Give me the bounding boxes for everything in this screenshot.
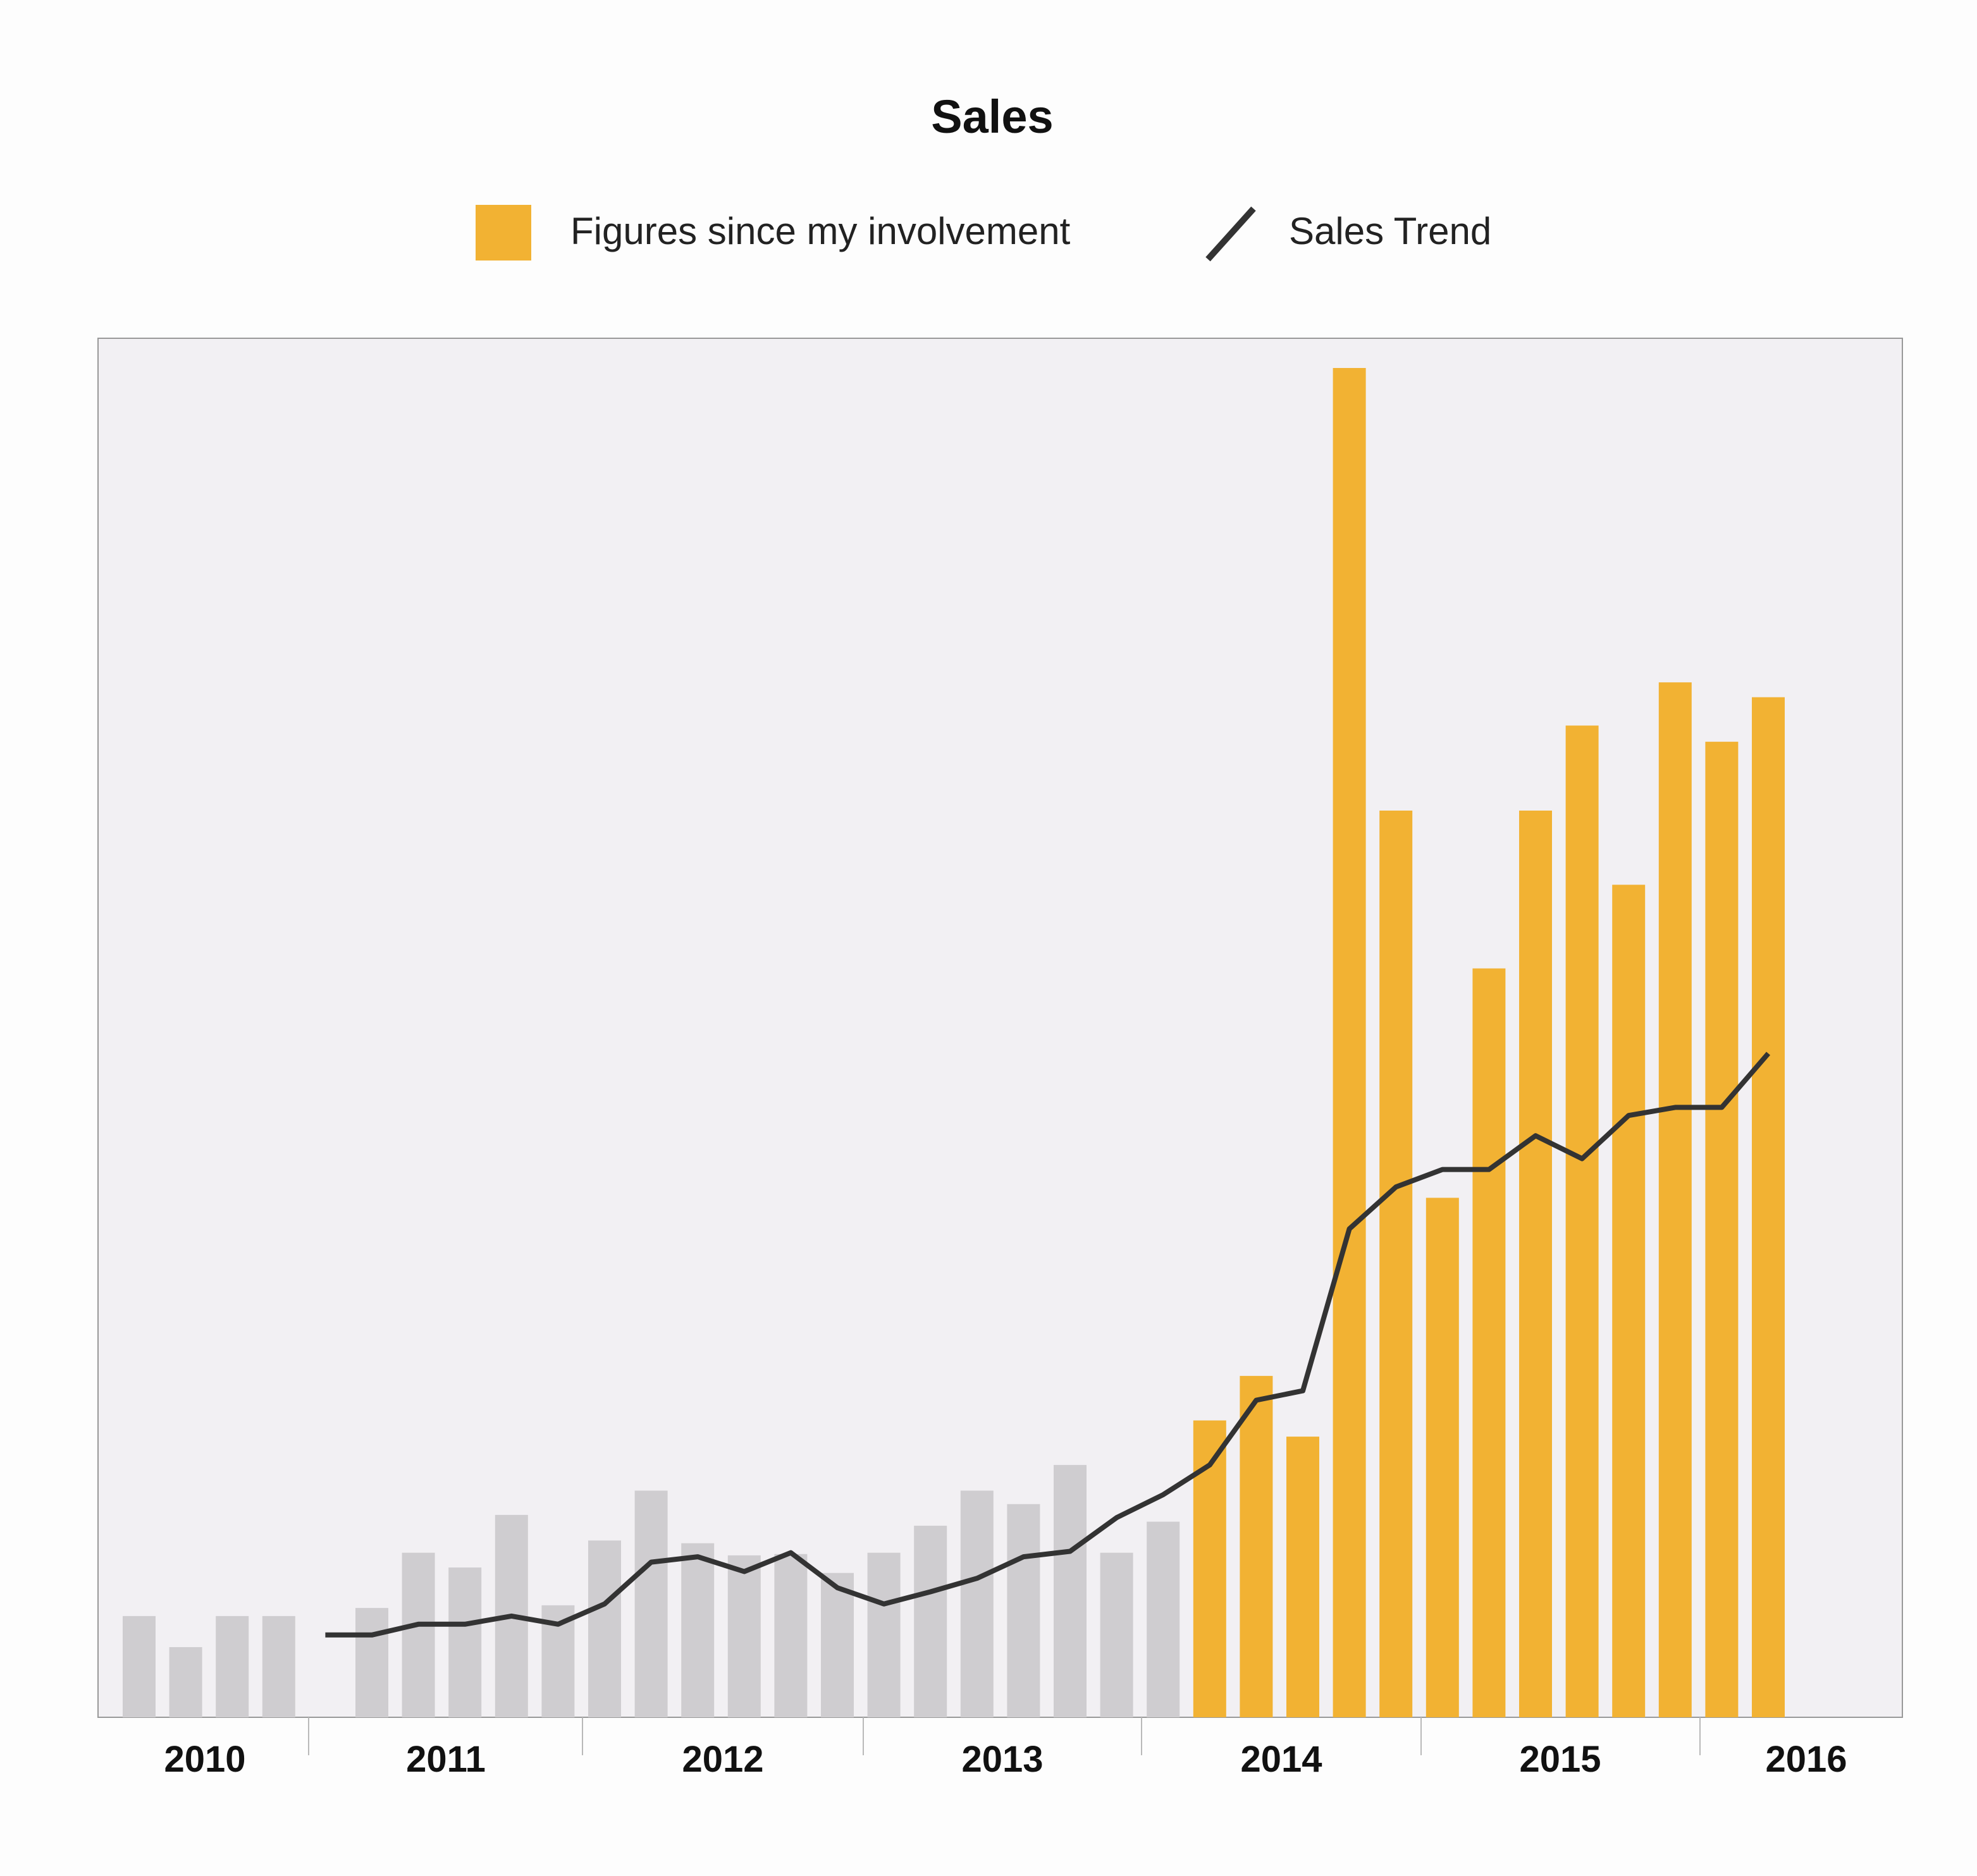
bar <box>448 1567 482 1717</box>
x-tick-label-2016: 2016 <box>1765 1739 1847 1780</box>
bar-involvement <box>1519 811 1552 1717</box>
bar <box>1147 1521 1180 1717</box>
bar <box>634 1490 668 1717</box>
bar <box>1007 1504 1040 1717</box>
bar-involvement <box>1612 885 1646 1717</box>
bar-involvement <box>1333 368 1366 1717</box>
legend: Figures since my involvement Sales Trend <box>476 205 1491 262</box>
bar <box>169 1647 202 1717</box>
sales-trend-line <box>325 1051 1771 1638</box>
bar <box>402 1552 435 1717</box>
bar <box>914 1526 947 1717</box>
bar <box>262 1615 295 1717</box>
x-tick-label-2012: 2012 <box>682 1739 763 1780</box>
bar <box>681 1543 715 1717</box>
bar-involvement <box>1286 1437 1319 1717</box>
x-tick-label-2010: 2010 <box>164 1739 245 1780</box>
bar <box>123 1615 156 1717</box>
bar <box>867 1552 901 1717</box>
x-axis: 2010 2011 2012 2013 2014 2015 2016 <box>164 1717 1847 1780</box>
plot-area <box>97 338 1903 1718</box>
bar <box>355 1608 388 1717</box>
bar-involvement <box>1752 697 1785 1717</box>
bar <box>1100 1552 1133 1717</box>
bar <box>821 1573 854 1717</box>
bar-involvement <box>1705 742 1739 1717</box>
bar-involvement <box>1658 682 1692 1717</box>
legend-label-involvement: Figures since my involvement <box>570 210 1071 252</box>
trend-layer <box>325 1051 1771 1638</box>
bar-involvement <box>1379 811 1413 1717</box>
bar-involvement <box>1472 968 1506 1717</box>
bar <box>588 1540 621 1717</box>
legend-label-trend: Sales Trend <box>1289 210 1491 252</box>
bar <box>216 1615 249 1717</box>
bar-involvement <box>1426 1198 1459 1717</box>
x-tick-label-2014: 2014 <box>1240 1739 1322 1780</box>
x-tick-label-2013: 2013 <box>961 1739 1043 1780</box>
x-tick-label-2011: 2011 <box>406 1739 486 1780</box>
bar <box>774 1554 808 1717</box>
bar-involvement <box>1565 725 1599 1717</box>
bar <box>727 1555 761 1717</box>
bar <box>960 1490 994 1717</box>
bar-involvement <box>1240 1376 1273 1717</box>
chart-title: Sales <box>931 90 1053 143</box>
legend-swatch-involvement <box>476 205 531 261</box>
x-tick-label-2015: 2015 <box>1519 1739 1601 1780</box>
legend-line-trend-icon <box>1205 206 1256 262</box>
bar <box>1054 1464 1087 1717</box>
